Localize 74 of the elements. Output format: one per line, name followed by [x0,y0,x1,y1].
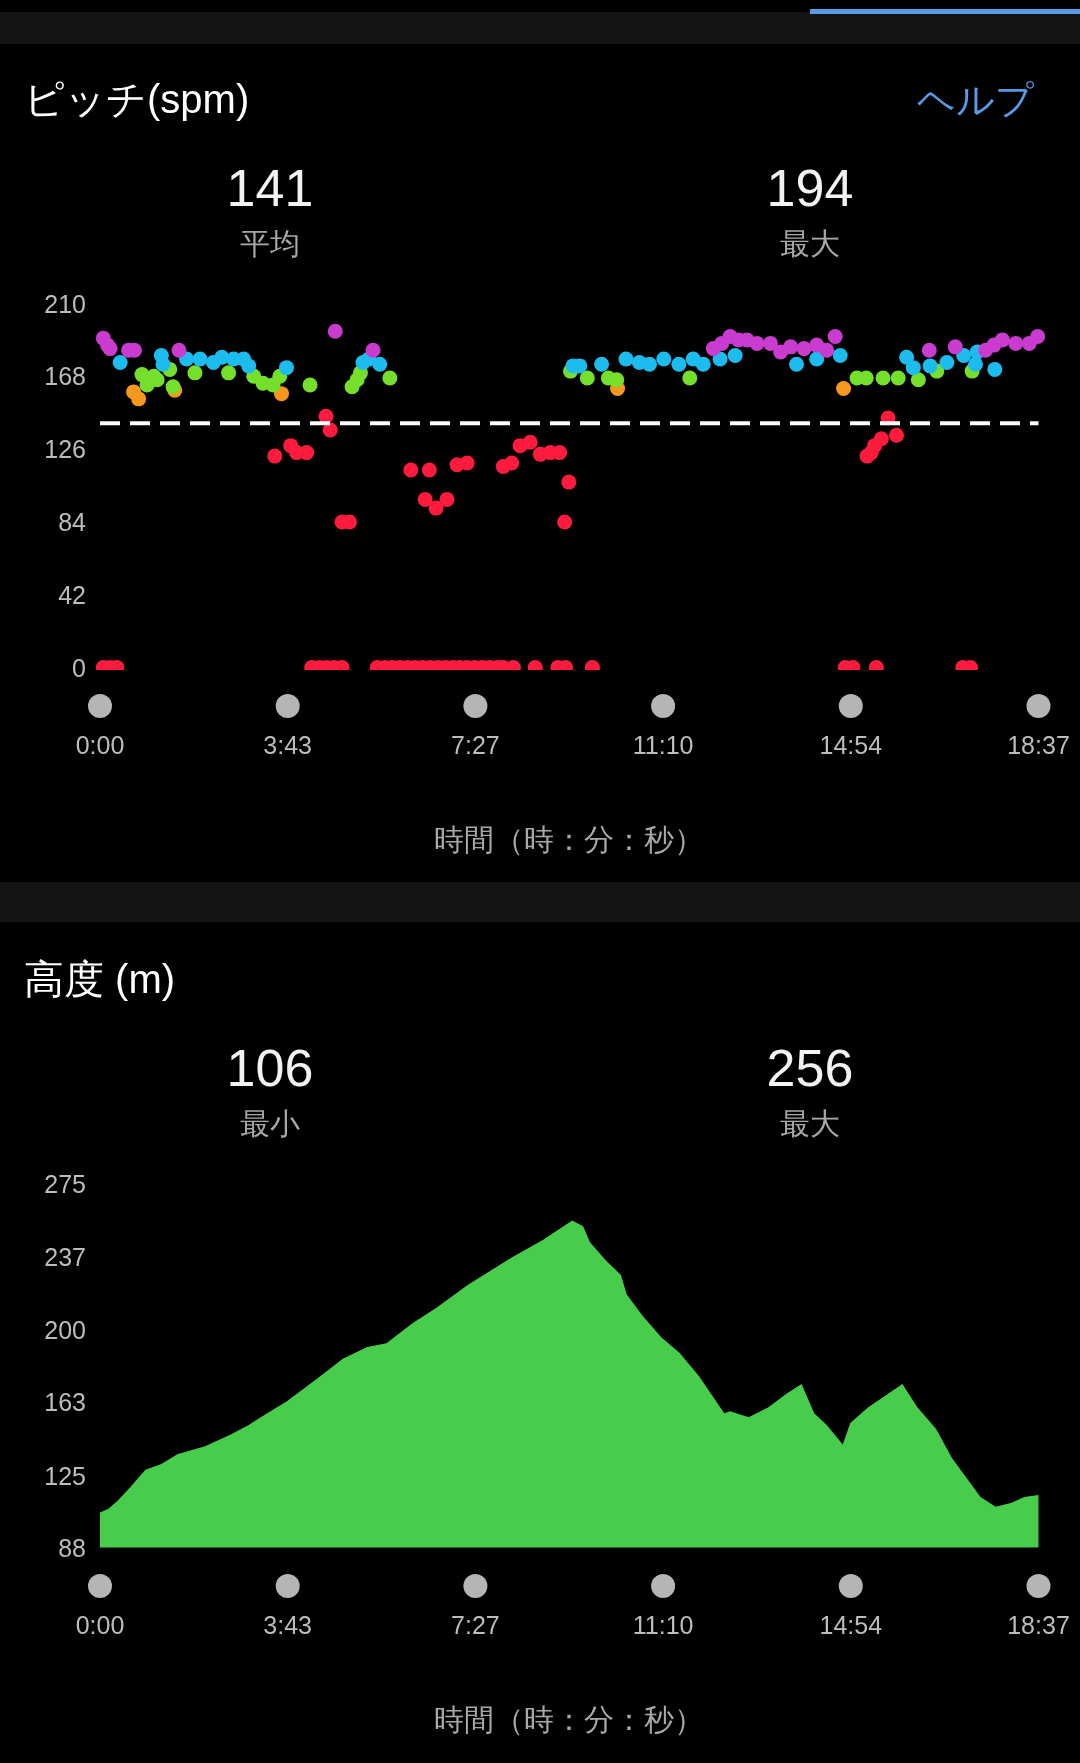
point [656,351,672,367]
y-tick-label: 84 [58,507,87,536]
x-tick-label: 7:27 [451,1611,500,1639]
chart-title: ピッチ(spm) [24,77,250,121]
point [594,356,610,372]
point [836,380,852,396]
point [241,358,257,374]
x-tick-label: 0:00 [75,1611,125,1639]
point [279,360,295,376]
x-tick-label: 3:43 [263,1611,313,1639]
y-tick-label: 0 [72,653,86,682]
x-tick-label: 11:10 [632,1611,694,1639]
point [155,356,171,372]
point [875,370,891,386]
point [905,360,921,376]
point [922,358,938,374]
y-tick-label: 125 [44,1461,86,1490]
point [967,356,983,372]
point [827,328,843,344]
y-tick-label: 200 [44,1315,86,1344]
y-tick-label: 237 [44,1243,86,1272]
point [1008,335,1024,351]
y-tick-label: 210 [44,289,86,318]
point [671,356,687,372]
point [899,349,915,365]
point [783,339,799,355]
point [327,323,343,339]
point [796,341,812,357]
point [832,348,848,364]
point [102,341,118,357]
point [682,370,698,386]
y-tick-label: 168 [44,362,86,391]
point [221,365,237,381]
point [939,354,955,370]
point [987,361,1003,377]
point [695,356,711,372]
point [890,370,906,386]
point [618,351,634,367]
point [994,332,1010,348]
point [372,356,388,372]
y-tick-label: 163 [44,1387,86,1416]
y-tick-label: 275 [44,1169,86,1198]
point [187,365,203,381]
text: ヘルプ [917,79,1034,121]
y-tick-label: 88 [58,1533,86,1562]
point [382,370,398,386]
point [609,372,625,388]
point [302,377,318,393]
point [641,356,657,372]
point [809,351,825,367]
point [365,342,381,358]
point [131,391,147,407]
point [727,348,743,364]
point [921,342,937,358]
point [749,335,765,351]
text: 194 [766,159,854,217]
point [819,342,835,358]
point [762,335,778,351]
point [1030,328,1046,344]
y-tick-label: 126 [44,435,86,464]
point [910,372,926,388]
x-tick-label: 18:37 [1007,1611,1070,1639]
point [171,342,187,358]
y-tick-label: 42 [58,580,86,609]
point [192,351,208,367]
point [112,354,128,370]
text: 平均 [240,227,300,260]
x-axis-title: 時間（時：分：秒） [434,1703,705,1736]
x-tick-label: 14:54 [819,1611,883,1639]
point [789,356,805,372]
text: 最大 [780,227,840,260]
point [579,370,595,386]
text: 141 [226,159,314,217]
point [947,339,963,355]
